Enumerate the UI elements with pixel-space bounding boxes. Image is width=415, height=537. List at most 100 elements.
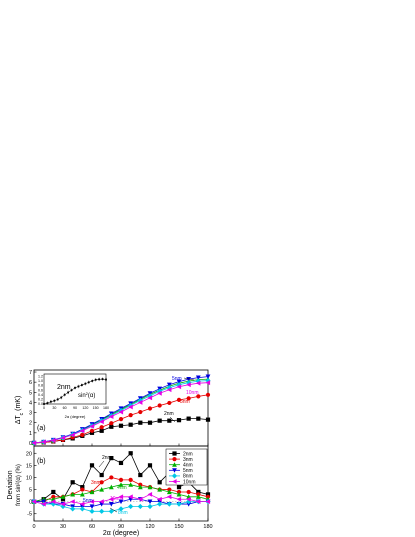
data-point-4nm-60 xyxy=(89,489,95,495)
data-point-3nm-130 xyxy=(157,403,162,408)
data-point-4nm-30 xyxy=(60,494,66,499)
data-point-10nm-110 xyxy=(137,496,143,502)
data-point-8nm-140 xyxy=(166,501,172,507)
data-point-4nm-50 xyxy=(79,491,85,497)
tick-label-a-y-2: 2 xyxy=(29,421,32,427)
data-point-10nm-150 xyxy=(176,384,182,390)
data-point-3nm-170 xyxy=(196,394,201,399)
data-point-10nm-140 xyxy=(166,387,172,393)
tick-label-x-120: 120 xyxy=(145,524,154,530)
data-point-8nm-120 xyxy=(147,393,153,399)
data-point-3nm-160 xyxy=(186,396,191,401)
data-point-4nm-100 xyxy=(128,482,134,487)
data-point-4nm-110 xyxy=(137,484,143,490)
tick-label-a-y-1: 1 xyxy=(29,431,32,437)
tick-label-x-60: 60 xyxy=(89,524,95,530)
legend-marker-4nm xyxy=(172,462,177,467)
inset-tick-y-0.6: 0.6 xyxy=(38,388,43,392)
inset-tick-y-1.2: 1.2 xyxy=(38,375,43,379)
data-point-4nm-40 xyxy=(70,491,76,497)
annotation-b-4nm: 4nm xyxy=(117,485,127,491)
data-point-2nm-20 xyxy=(51,489,56,495)
data-point-2nm-90 xyxy=(118,423,124,428)
annotation-a-5nm-arrow xyxy=(183,377,195,381)
tick-label-b-y-5: 5 xyxy=(29,488,32,494)
data-point-3nm-90 xyxy=(118,477,124,482)
data-point-4nm-140 xyxy=(166,489,172,495)
tick-label-a-y-6: 6 xyxy=(29,380,32,386)
data-point-10nm-20 xyxy=(50,438,56,443)
data-point-3nm-100 xyxy=(128,412,133,418)
inset-curve-label: sin2(α) xyxy=(78,391,95,400)
tick-label-b-y-0: 0 xyxy=(29,500,32,506)
annotation-b-2nm: 2nm xyxy=(102,455,112,461)
data-point-10nm-130 xyxy=(157,390,162,396)
data-point-3nm-90 xyxy=(118,417,124,422)
inset-tick-y-1.0: 1.0 xyxy=(38,379,43,383)
inset-tick-y-0.2: 0.2 xyxy=(38,398,43,402)
series-line-2nm xyxy=(33,418,209,444)
data-point-8nm-130 xyxy=(157,388,163,394)
data-point-2nm-180 xyxy=(205,417,211,422)
panel-a-series xyxy=(31,374,211,446)
tick-label-x-90: 90 xyxy=(118,524,124,530)
legend-marker-8nm xyxy=(171,473,178,479)
data-point-4nm-130 xyxy=(157,487,163,492)
data-point-5nm-160 xyxy=(186,501,192,507)
data-point-2nm-170 xyxy=(196,489,201,495)
data-point-10nm-50 xyxy=(79,501,85,507)
legend-label-5nm: 5nm xyxy=(183,468,193,474)
data-point-3nm-80 xyxy=(109,421,114,426)
data-point-8nm-160 xyxy=(186,499,192,505)
data-point-3nm-80 xyxy=(109,475,114,480)
data-point-10nm-10 xyxy=(41,501,46,507)
data-point-10nm-60 xyxy=(89,423,95,429)
tick-label-b-y-15: 15 xyxy=(26,463,32,469)
inset-xlabel: 2α (degree) xyxy=(65,414,86,419)
data-point-2nm-110 xyxy=(138,472,143,478)
data-point-8nm-40 xyxy=(70,506,76,512)
data-point-3nm-180 xyxy=(205,392,211,397)
data-point-2nm-180 xyxy=(205,492,211,497)
data-point-10nm-180 xyxy=(205,380,211,386)
panel-b-label: (b) xyxy=(37,458,46,465)
data-point-5nm-90 xyxy=(118,499,124,505)
data-point-4nm-90 xyxy=(118,482,124,487)
inset-plot: 0 30 60 90 120 150 180 0.00.20.40.60.81.01.2 xyxy=(38,375,109,410)
data-point-2nm-150 xyxy=(176,418,182,423)
data-point-8nm-80 xyxy=(108,508,114,514)
tick-label-x-0: 0 xyxy=(32,524,35,530)
data-point-2nm-130 xyxy=(157,480,162,485)
data-point-2nm-80 xyxy=(109,424,114,429)
data-point-10nm-160 xyxy=(186,496,191,502)
legend-marker-3nm xyxy=(172,457,177,462)
data-point-10nm-60 xyxy=(89,499,95,505)
data-point-10nm-110 xyxy=(137,400,143,405)
tick-label-x-150: 150 xyxy=(174,524,183,530)
legend-marker-5nm xyxy=(172,468,177,473)
data-point-10nm-170 xyxy=(195,499,201,505)
data-point-10nm-120 xyxy=(147,395,153,401)
data-point-8nm-110 xyxy=(137,397,143,403)
panel-b-series xyxy=(31,451,211,514)
data-point-5nm-170 xyxy=(195,375,201,381)
data-point-8nm-110 xyxy=(137,503,143,510)
tick-label-x-180: 180 xyxy=(203,524,212,530)
tick-label-b-y--5: -5 xyxy=(27,512,32,518)
data-point-3nm-50 xyxy=(80,432,85,437)
data-point-8nm-90 xyxy=(118,506,124,512)
data-point-4nm-120 xyxy=(147,484,153,490)
data-point-3nm-50 xyxy=(80,487,85,492)
inset-tick-x-60: 60 xyxy=(63,406,67,410)
panel-a-ticks: 0 1 2 3 4 5 6 7 xyxy=(29,370,209,447)
data-point-3nm-140 xyxy=(167,400,172,406)
annotation-b-8nm: 8nm xyxy=(118,510,128,516)
panel-a-ylabel: ΔTc (mK) xyxy=(15,396,25,425)
data-point-3nm-60 xyxy=(89,428,95,433)
data-point-10nm-170 xyxy=(195,380,201,386)
data-point-10nm-150 xyxy=(176,496,182,502)
data-point-10nm-10 xyxy=(41,439,46,445)
data-point-2nm-30 xyxy=(60,497,66,502)
data-point-5nm-60 xyxy=(89,504,95,509)
